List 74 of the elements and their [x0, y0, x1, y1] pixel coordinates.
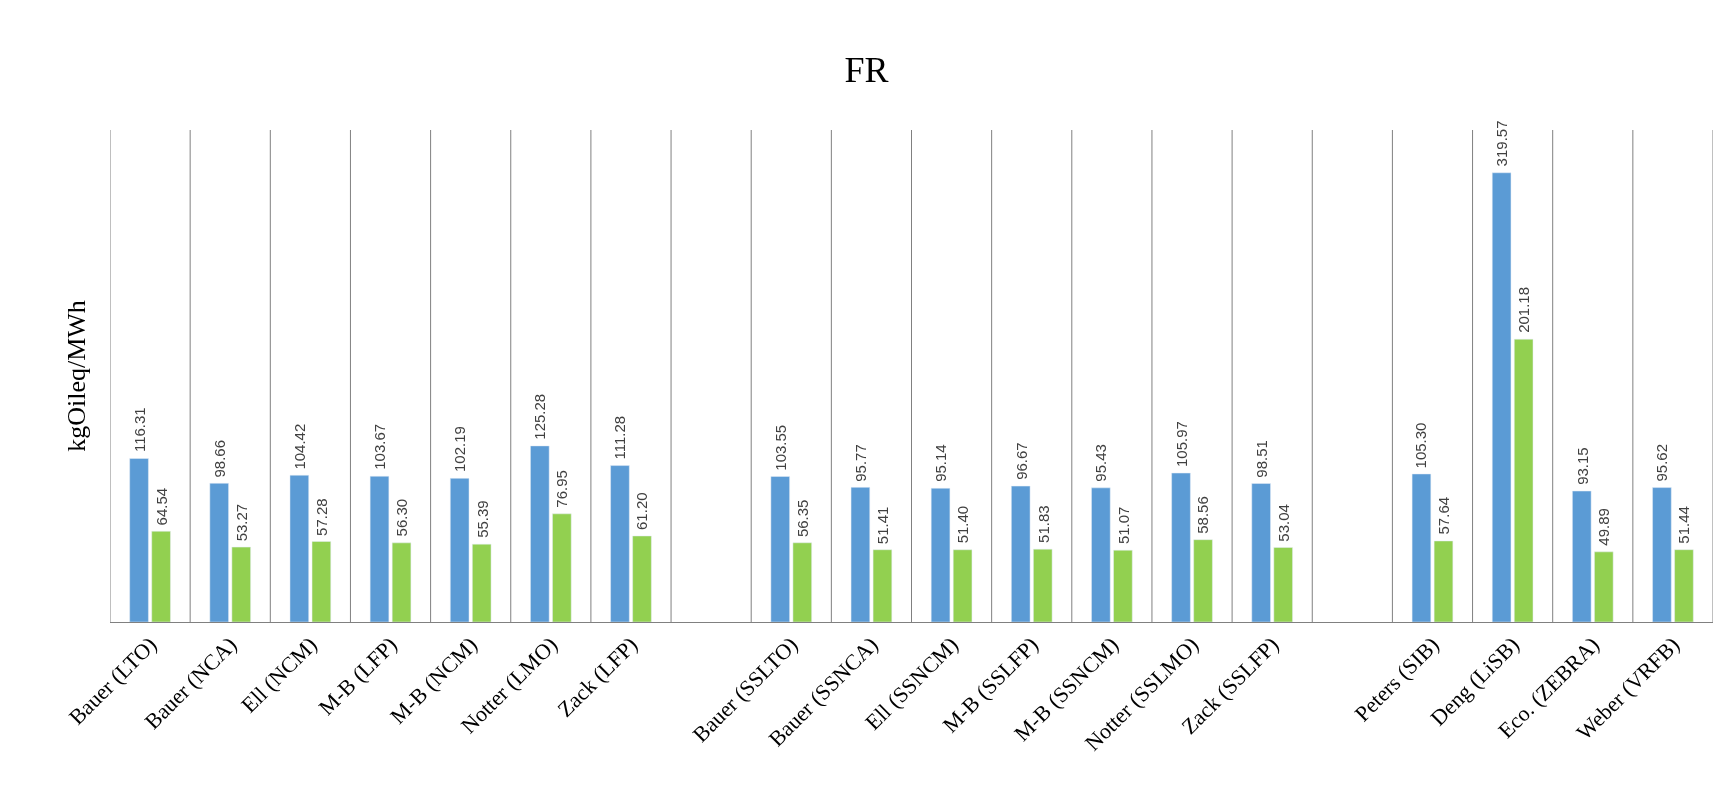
bar	[530, 445, 550, 622]
bar	[1433, 540, 1454, 622]
data-label: 96.67	[1012, 442, 1030, 480]
data-label: 55.39	[473, 500, 491, 538]
data-label: 57.64	[1434, 496, 1452, 535]
bar	[311, 541, 332, 622]
bar	[930, 488, 951, 622]
bar	[450, 478, 470, 622]
data-label: 125.28	[530, 393, 548, 440]
data-label: 51.41	[873, 506, 891, 545]
bar	[1273, 547, 1293, 622]
data-label: 58.56	[1194, 496, 1212, 534]
data-label: 56.35	[793, 499, 811, 538]
data-label: 61.20	[633, 492, 651, 530]
bar	[1514, 338, 1534, 622]
y-axis-title: kgOileq/MWh	[62, 300, 92, 452]
bar	[151, 531, 171, 622]
bar	[552, 513, 572, 622]
bar	[231, 546, 251, 622]
data-label: 116.31	[131, 407, 149, 453]
bar	[850, 487, 871, 622]
data-label: 98.51	[1252, 440, 1270, 478]
bar	[209, 483, 229, 622]
bar	[1251, 483, 1271, 622]
bar	[1091, 487, 1111, 622]
data-label: 105.97	[1172, 421, 1190, 468]
bar	[1011, 485, 1031, 622]
bar	[129, 458, 149, 622]
data-label: 319.57	[1492, 120, 1510, 167]
data-label: 49.89	[1594, 508, 1612, 546]
data-label: 51.07	[1114, 506, 1132, 545]
data-label: 95.62	[1653, 443, 1671, 482]
data-label: 105.30	[1412, 422, 1430, 469]
data-label: 111.28	[611, 415, 629, 460]
data-label: 104.42	[291, 423, 309, 470]
data-label: 56.30	[392, 498, 410, 537]
data-label: 103.55	[771, 424, 789, 471]
bar	[1033, 548, 1053, 622]
bar	[1113, 549, 1133, 622]
bar	[1193, 539, 1213, 622]
bar	[369, 476, 390, 622]
data-label: 76.95	[553, 470, 571, 508]
data-label: 51.83	[1034, 505, 1052, 543]
data-label: 64.54	[152, 487, 170, 526]
bar	[610, 465, 630, 622]
data-label: 95.14	[932, 444, 950, 482]
data-label: 95.43	[1092, 444, 1110, 482]
bar	[770, 476, 790, 622]
bar	[1572, 490, 1592, 622]
bar	[1491, 172, 1512, 622]
data-label: 95.77	[852, 444, 870, 482]
bar	[952, 549, 973, 622]
data-label: 103.67	[371, 423, 389, 470]
data-label: 93.15	[1573, 447, 1591, 485]
bar	[1674, 549, 1694, 622]
data-label: 201.18	[1515, 286, 1533, 333]
bar	[472, 543, 492, 622]
data-label: 102.19	[451, 426, 469, 473]
data-label: 57.28	[312, 498, 330, 536]
bar	[1652, 487, 1672, 622]
bar	[872, 549, 893, 622]
data-label: 98.66	[210, 439, 228, 478]
data-label: 51.40	[953, 505, 971, 544]
chart-title: FR	[844, 50, 889, 91]
bar	[391, 542, 412, 622]
data-label: 53.27	[233, 503, 251, 542]
data-label: 51.44	[1675, 506, 1693, 544]
bar	[1171, 472, 1191, 622]
bar	[632, 535, 652, 622]
bar	[289, 474, 309, 622]
bar	[792, 542, 812, 622]
data-label: 53.04	[1274, 504, 1292, 542]
bar	[1411, 473, 1432, 622]
bar	[1594, 551, 1614, 622]
